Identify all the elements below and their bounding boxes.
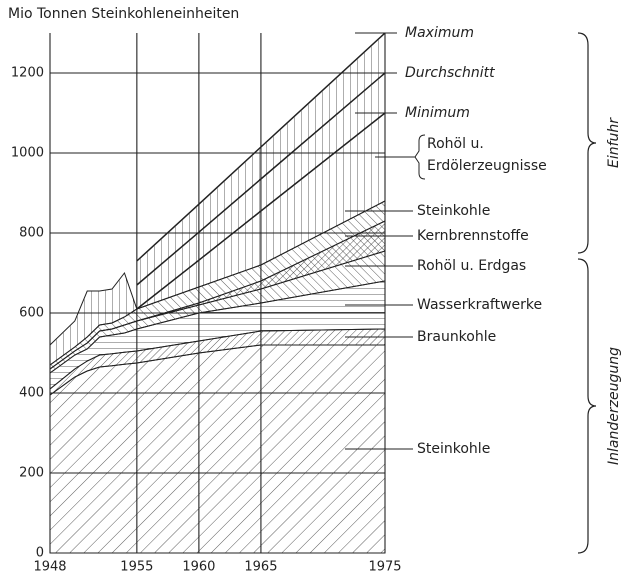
y-tick-label: 0 [36,546,44,561]
series-label-box: Rohöl u. Erdölerzeugnisse [427,136,547,174]
area [49,344,386,554]
line [136,32,386,262]
line-label: Durchschnitt [405,65,495,81]
series-label: Rohöl u. Erdölerzeugnisse [427,136,547,174]
x-tick-label: 1948 [33,560,66,575]
series-label: Steinkohle [417,441,490,457]
group-brace [577,258,597,554]
series-label: Rohöl u. Erdgas [417,258,526,274]
x-tick-label: 1955 [120,560,153,575]
y-tick-label: 400 [19,386,44,401]
line-label: Minimum [405,105,470,121]
x-tick-label: 1975 [368,560,401,575]
series-label: Wasserkraftwerke [417,297,542,313]
y-axis-label: Mio Tonnen Steinkohleneinheiten [8,6,239,22]
group-brace [577,32,597,254]
y-tick-label: 1000 [11,146,44,161]
line [136,72,386,286]
y-tick-label: 1200 [11,66,44,81]
group-label: Einfuhr [606,117,622,168]
y-tick-label: 200 [19,466,44,481]
y-tick-label: 800 [19,226,44,241]
series-label: Braunkohle [417,329,496,345]
y-tick-label: 600 [19,306,44,321]
line-label: Maximum [405,25,474,41]
x-tick-label: 1960 [182,560,215,575]
x-tick-label: 1965 [244,560,277,575]
series-label: Kernbrennstoffe [417,228,529,244]
label-brace [414,134,426,180]
line [136,112,386,310]
series-label: Steinkohle [417,203,490,219]
group-label: Inlanderzeugung [606,347,622,465]
